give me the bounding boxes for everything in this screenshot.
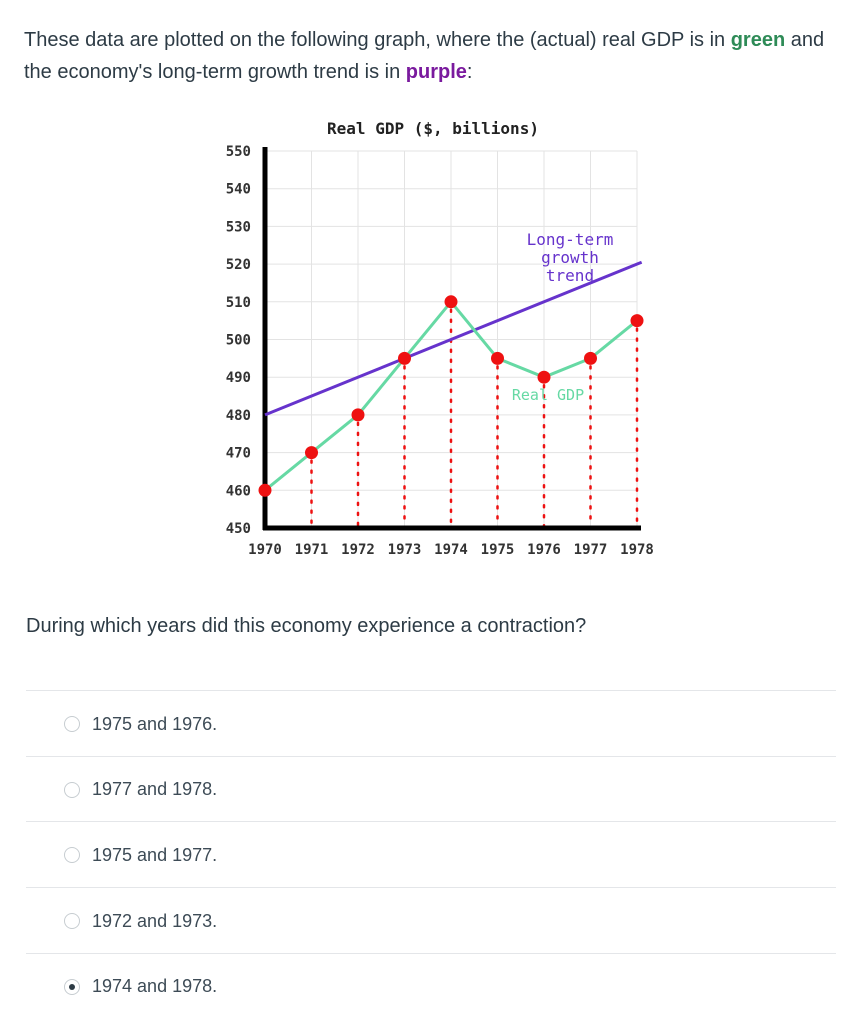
radio-button[interactable] <box>64 913 80 930</box>
x-tick-label: 1973 <box>388 542 422 558</box>
choice-label: 1977 and 1978. <box>92 779 218 800</box>
radio-button[interactable] <box>64 716 80 732</box>
intro-part-1: These data are plotted on the following … <box>24 29 731 51</box>
y-tick-label: 520 <box>226 257 251 273</box>
x-tick-label: 1972 <box>341 542 375 558</box>
question-text: During which years did this economy expe… <box>26 615 587 637</box>
y-tick-label: 480 <box>226 408 251 424</box>
trend-label: Long-term <box>527 230 614 249</box>
trend-label: growth <box>541 248 599 267</box>
data-point <box>351 408 365 422</box>
intro-part-3: : <box>466 61 473 83</box>
y-tick-label: 490 <box>226 370 251 386</box>
choice-separator <box>26 887 836 889</box>
x-tick-label: 1970 <box>248 542 282 558</box>
y-tick-label: 540 <box>226 182 251 198</box>
data-point <box>258 483 272 497</box>
y-tick-label: 550 <box>226 144 251 160</box>
gdp-chart: 450 460 470 480 490 500 510 520 530 540 550 1970 197… <box>226 119 654 558</box>
answer-choice-5[interactable]: 1974 and 1978. <box>64 973 217 1001</box>
chart-labels: 450 460 470 480 490 500 510 520 530 540 550 1970 197… <box>226 119 654 558</box>
choice-label: 1975 and 1976. <box>92 713 218 734</box>
data-point <box>537 370 551 384</box>
choice-separator <box>26 755 836 757</box>
choice-label: 1975 and 1977. <box>92 844 218 865</box>
y-tick-label: 470 <box>226 446 251 462</box>
x-tick-label: 1976 <box>527 542 561 558</box>
chart-title: Real GDP ($, billions) <box>327 119 539 138</box>
y-tick-label: 500 <box>226 333 251 349</box>
data-point <box>444 295 458 309</box>
data-point <box>630 314 644 328</box>
data-point <box>584 351 597 365</box>
y-tick-label: 450 <box>226 521 251 537</box>
trend-label: trend <box>546 266 594 285</box>
radio-button[interactable] <box>64 978 80 995</box>
choice-separator <box>26 821 836 823</box>
intro-text: These data are plotted on the following … <box>24 24 839 88</box>
intro-part-2: and the economy's long-term growth trend… <box>24 29 825 83</box>
x-tick-label: 1977 <box>574 542 608 558</box>
intro-green-word: green <box>730 29 786 51</box>
drop-lines <box>310 308 639 528</box>
choice-label: 1974 and 1978. <box>92 976 218 997</box>
trend-line <box>264 260 643 417</box>
radio-button[interactable] <box>64 781 80 798</box>
answer-choice-1[interactable]: 1975 and 1976. <box>64 710 217 738</box>
answer-choice-2[interactable]: 1977 and 1978. <box>64 776 217 804</box>
answer-choice-3[interactable]: 1975 and 1977. <box>64 841 217 869</box>
choice-separator <box>26 690 836 691</box>
answer-choice-4[interactable]: 1972 and 1973. <box>64 907 217 935</box>
data-point <box>398 351 411 365</box>
choice-label: 1972 and 1973. <box>92 910 218 931</box>
y-tick-label: 510 <box>226 295 251 311</box>
data-point <box>305 446 318 460</box>
x-tick-label: 1975 <box>481 542 515 558</box>
data-point <box>491 351 504 365</box>
intro-purple-word: purple <box>405 61 467 83</box>
x-tick-label: 1974 <box>434 542 468 558</box>
y-tick-label: 530 <box>226 219 251 235</box>
x-tick-label: 1978 <box>620 542 654 558</box>
chart-axes <box>262 147 641 531</box>
radio-button[interactable] <box>64 847 80 864</box>
choice-separator <box>26 952 836 954</box>
actual-gdp-label: Real GDP <box>512 386 584 404</box>
x-tick-label: 1971 <box>295 542 329 558</box>
data-points <box>258 295 644 497</box>
y-tick-label: 460 <box>226 483 251 499</box>
